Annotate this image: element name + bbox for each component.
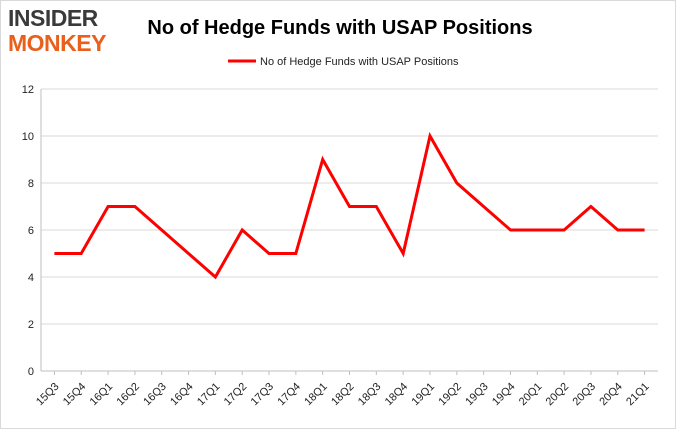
- x-tick-label: 20Q2: [544, 381, 572, 409]
- x-tick-label: 17Q1: [195, 381, 223, 409]
- x-tick-label: 18Q2: [329, 381, 357, 409]
- x-tick-label: 20Q3: [571, 381, 599, 409]
- x-tick-label: 16Q4: [168, 381, 196, 409]
- x-tick-labels: 15Q3 15Q4 16Q1 16Q2 16Q3 16Q4 17Q1 17Q2 17Q3 17Q4…: [34, 381, 652, 409]
- x-tick-label: 16Q2: [114, 381, 142, 409]
- logo-text-insider: INSIDER: [8, 5, 99, 31]
- x-tick-label: 18Q1: [302, 381, 330, 409]
- x-tick-label: 17Q4: [275, 381, 303, 409]
- x-tick-label: 19Q3: [463, 381, 491, 409]
- chart-title: No of Hedge Funds with USAP Positions: [147, 17, 532, 39]
- legend-label: No of Hedge Funds with USAP Positions: [260, 56, 459, 68]
- x-tick-label: 16Q3: [141, 381, 169, 409]
- x-tick-label: 21Q1: [624, 381, 652, 409]
- x-tick-label: 19Q1: [410, 381, 438, 409]
- x-tick-label: 18Q4: [383, 381, 411, 409]
- y-tick-label: 10: [22, 131, 34, 143]
- x-tick-label: 16Q1: [88, 381, 116, 409]
- axes: [40, 89, 658, 375]
- y-tick-labels: 0 2 4 6 8 10 12: [22, 84, 34, 378]
- x-tick-label: 20Q4: [597, 381, 625, 409]
- y-tick-label: 8: [28, 178, 34, 190]
- x-tick-label: 17Q2: [222, 381, 250, 409]
- y-tick-label: 12: [22, 84, 34, 96]
- y-tick-label: 2: [28, 319, 34, 331]
- x-tick-label: 20Q1: [517, 381, 545, 409]
- x-tick-label: 19Q4: [490, 381, 518, 409]
- y-tick-label: 0: [28, 366, 34, 378]
- y-tick-label: 6: [28, 225, 34, 237]
- legend: No of Hedge Funds with USAP Positions: [228, 56, 459, 68]
- x-tick-label: 17Q3: [249, 381, 277, 409]
- logo-text-monkey: MONKEY: [8, 30, 106, 56]
- y-tick-label: 4: [28, 272, 34, 284]
- x-tick-label: 15Q4: [61, 381, 89, 409]
- series-line-0: [54, 131, 645, 280]
- x-tick-label: 18Q3: [356, 381, 384, 409]
- insider-monkey-logo: INSIDER MONKEY: [8, 5, 107, 56]
- x-tick-label: 15Q3: [34, 381, 62, 409]
- x-tick-label: 19Q2: [436, 381, 464, 409]
- series-group: [54, 131, 645, 280]
